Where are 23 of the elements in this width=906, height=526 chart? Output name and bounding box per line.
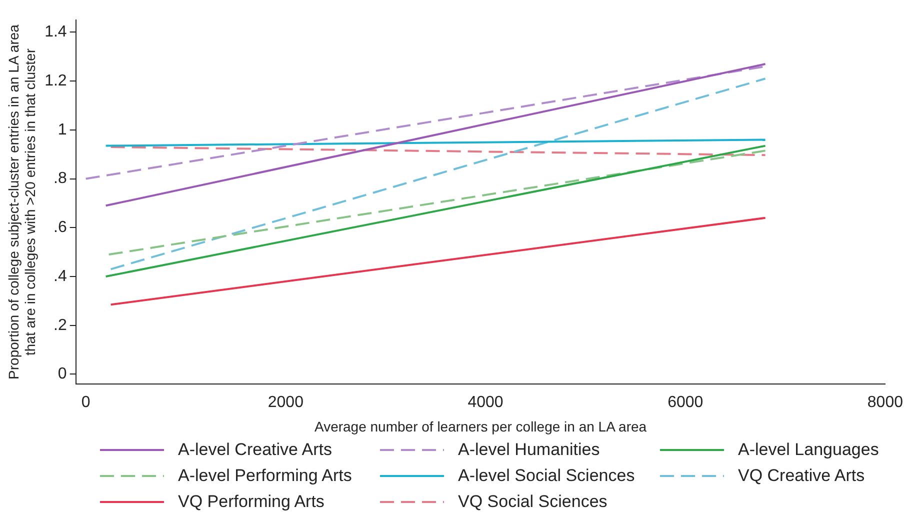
legend-label: A-level Humanities bbox=[458, 440, 600, 460]
legend-label: A-level Social Sciences bbox=[458, 466, 635, 486]
x-tick-label: 0 bbox=[81, 394, 90, 412]
y-tick-label: 0 bbox=[58, 366, 67, 383]
x-tick-label: 4000 bbox=[468, 394, 504, 412]
y-tick-label: 1 bbox=[58, 121, 67, 138]
y-tick-label: .8 bbox=[54, 170, 67, 188]
legend-label: A-level Languages bbox=[738, 440, 879, 460]
y-tick-label: .6 bbox=[54, 219, 67, 236]
x-tick-label: 8000 bbox=[867, 394, 904, 412]
x-tick-label: 2000 bbox=[268, 394, 304, 412]
y-axis-title: Proportion of college subject-cluster entries in an LA area that are in colleges with >20 entries in that cluster bbox=[5, 24, 38, 380]
y-tick-label: .4 bbox=[54, 268, 67, 285]
y-tick-label: .2 bbox=[54, 316, 67, 334]
legend-label: A-level Creative Arts bbox=[178, 440, 332, 460]
x-tick-label: 6000 bbox=[668, 394, 704, 412]
legend-label: VQ Social Sciences bbox=[458, 492, 608, 512]
legend-label: VQ Performing Arts bbox=[178, 492, 324, 512]
y-tick-label: 1.4 bbox=[44, 24, 67, 41]
legend-label: A-level Performing Arts bbox=[178, 466, 352, 486]
legend-label: VQ Creative Arts bbox=[738, 466, 865, 486]
y-tick-label: 1.2 bbox=[44, 72, 67, 90]
x-axis-title: Average number of learners per college in an LA area bbox=[314, 418, 647, 434]
